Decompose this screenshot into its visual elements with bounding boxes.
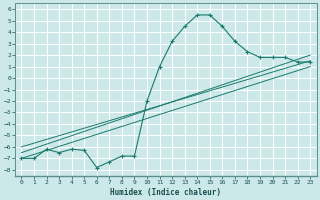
X-axis label: Humidex (Indice chaleur): Humidex (Indice chaleur) xyxy=(110,188,221,197)
